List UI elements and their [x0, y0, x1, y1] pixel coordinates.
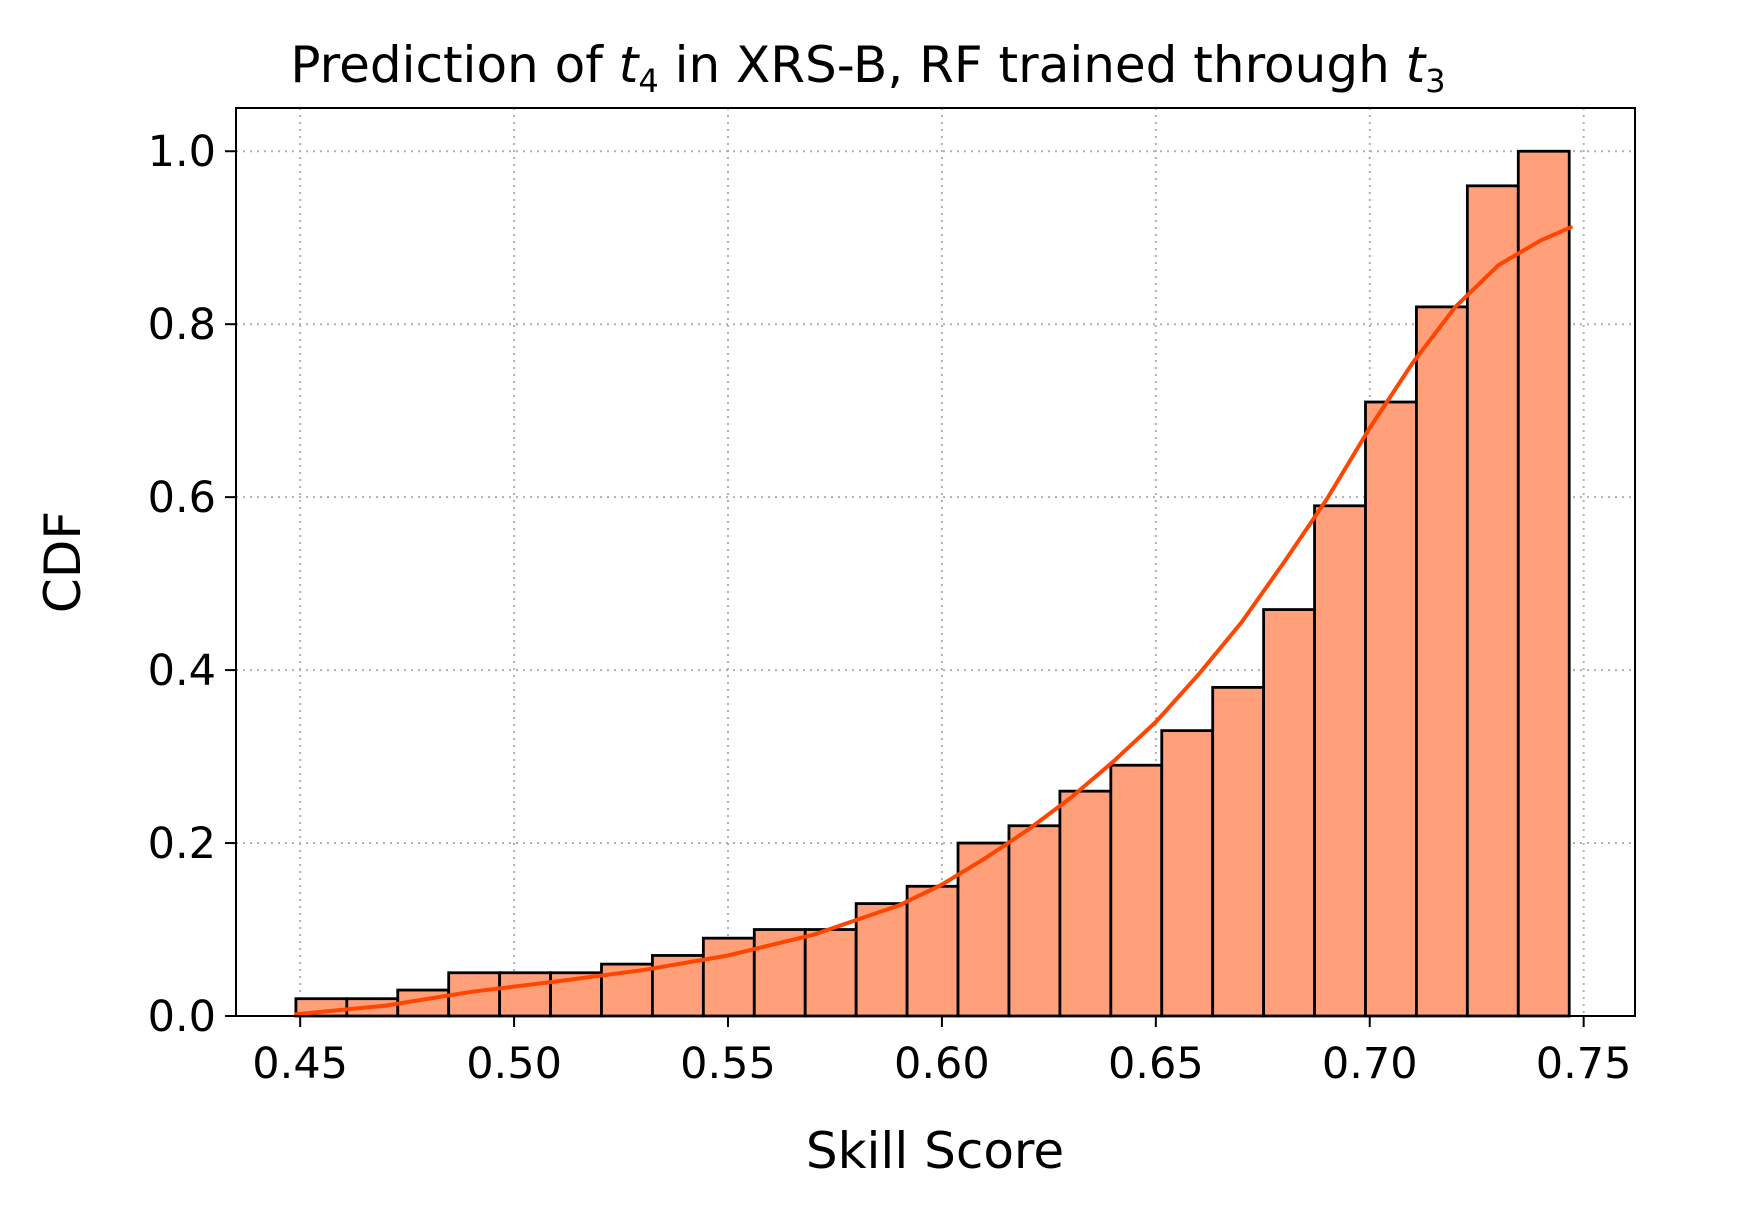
y-axis-label: CDF: [34, 511, 92, 613]
histogram-bar: [1262, 608, 1316, 1018]
chart-title: Prediction of t4 in XRS-B, RF trained th…: [290, 36, 1445, 100]
cdf-curve: [293, 225, 1573, 1017]
histogram-bar: [854, 902, 909, 1018]
x-axis-ticks: 0.45 0.50 0.55 0.60 0.65 0.70 0.75: [252, 1016, 1632, 1089]
y-tick-label: 0.6: [148, 473, 216, 523]
histogram-bars: [294, 149, 1571, 1018]
histogram-bar: [803, 928, 858, 1018]
y-tick-label: 0.4: [148, 646, 216, 696]
histogram-bar: [1415, 305, 1469, 1018]
x-axis-label: Skill Score: [806, 1122, 1064, 1180]
histogram-bar: [1364, 400, 1418, 1018]
x-tick-label: 0.70: [1322, 1039, 1418, 1089]
x-tick-label: 0.65: [1108, 1039, 1204, 1089]
y-tick-label: 0.0: [148, 992, 216, 1042]
histogram-bar: [905, 884, 960, 1018]
histogram-bar: [1211, 685, 1266, 1018]
histogram-bar: [498, 971, 552, 1018]
histogram-bar: [1109, 763, 1164, 1018]
histogram-bar: [1313, 504, 1367, 1018]
histogram-bar: [1058, 789, 1113, 1018]
histogram-bar: [1160, 729, 1215, 1018]
x-tick-label: 0.75: [1536, 1039, 1632, 1089]
x-tick-label: 0.50: [466, 1039, 562, 1089]
histogram-bar: [1516, 149, 1571, 1018]
x-tick-label: 0.55: [680, 1039, 776, 1089]
histogram-bar: [1007, 824, 1062, 1018]
y-tick-label: 1.0: [148, 127, 216, 177]
cdf-curve-layer: [293, 225, 1573, 1017]
y-axis-ticks: 0.0 0.2 0.4 0.6 0.8 1.0: [148, 127, 236, 1042]
x-tick-label: 0.45: [252, 1039, 348, 1089]
histogram-bar: [1465, 184, 1520, 1018]
x-tick-label: 0.60: [894, 1039, 990, 1089]
plot-frame: [235, 107, 1636, 1017]
y-tick-label: 0.8: [148, 300, 216, 350]
y-tick-label: 0.2: [148, 819, 216, 869]
